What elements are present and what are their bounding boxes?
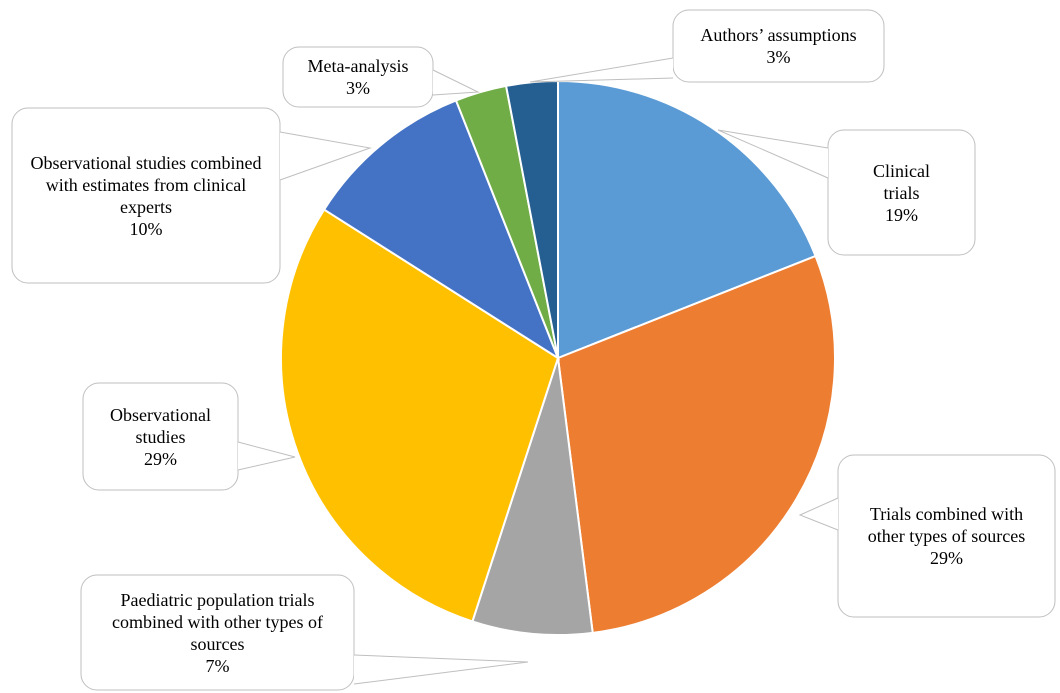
value-label: 19% [885, 204, 918, 225]
callout-pointer-edge [237, 441, 296, 471]
callout-text: Clinical trials 19% [857, 160, 947, 226]
callout-text: Paediatric population trials combined wi… [98, 589, 338, 677]
value-label: 3% [766, 47, 791, 67]
callout-pointer-edge [717, 129, 829, 179]
callout-pointer [433, 70, 478, 95]
value-label: 29% [930, 548, 963, 568]
callout-pointer [238, 442, 295, 470]
callout-box [837, 454, 1056, 618]
callout-text: Authors’ assumptions 3% [673, 24, 884, 68]
callout-box [82, 382, 239, 491]
callout-label: Paediatric population trials combined wi… [81, 575, 354, 690]
pie-slice [322, 99, 561, 361]
pie-slice [280, 208, 560, 623]
category-label: Authors’ assumptions [700, 25, 857, 45]
callout-pointer-edge [279, 131, 372, 181]
callout-label: Observational studies combined with esti… [12, 108, 280, 283]
pie-slice [471, 357, 594, 636]
value-label: 29% [144, 448, 177, 469]
category-label: Paediatric population trials combined wi… [112, 589, 323, 654]
pie-slice [557, 79, 817, 360]
callout-text: Observational studies 29% [93, 404, 228, 470]
callout-label: Authors’ assumptions 3% [673, 10, 884, 82]
category-label: Observational studies [110, 404, 211, 447]
callout-label: Meta-analysis 3% [283, 47, 433, 107]
callout-box [80, 574, 355, 691]
callout-pointer-edge [529, 57, 674, 83]
callout-pointer [800, 498, 838, 530]
value-label: 3% [346, 78, 370, 98]
callout-pointer-edge [432, 69, 480, 96]
category-label: Trials combined with other types of sour… [867, 504, 1026, 546]
callout-pointer-edge [798, 497, 839, 531]
callout-label: Trials combined with other types of sour… [838, 455, 1055, 617]
pie-slice [556, 254, 836, 634]
value-label: 7% [205, 655, 230, 676]
category-label: Meta-analysis [307, 56, 409, 76]
category-label: Observational studies combined with esti… [30, 152, 262, 217]
callout-text: Meta-analysis 3% [283, 55, 433, 99]
callout-label: Observational studies 29% [83, 383, 238, 490]
category-label: Clinical trials [873, 160, 930, 203]
callout-pointer-edge [353, 654, 529, 685]
callout-box [827, 129, 976, 256]
callout-pointer [354, 655, 528, 684]
value-label: 10% [129, 218, 163, 239]
callout-label: Clinical trials 19% [828, 130, 975, 255]
callout-text: Trials combined with other types of sour… [857, 503, 1037, 569]
callout-box [672, 9, 885, 83]
callout-text: Observational studies combined with esti… [21, 152, 271, 240]
callout-box [11, 107, 281, 284]
